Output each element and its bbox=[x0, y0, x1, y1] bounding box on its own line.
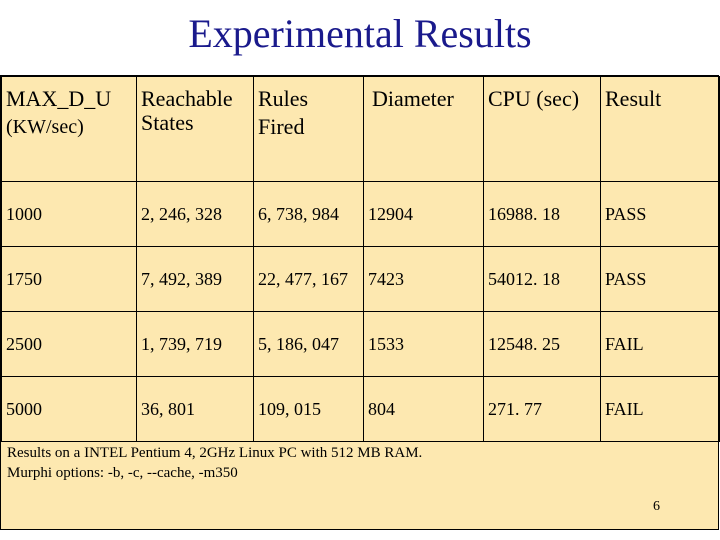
cell-cpu: 16988. 18 bbox=[483, 181, 601, 247]
cell-cpu: 12548. 25 bbox=[483, 311, 601, 377]
cell-rules-fired: 22, 477, 167 bbox=[253, 246, 364, 312]
table-row: 5000 36, 801 109, 015 804 271. 77 FAIL bbox=[1, 376, 720, 442]
footnotes: Results on a INTEL Pentium 4, 2GHz Linux… bbox=[7, 443, 422, 483]
cell-rules-fired: 6, 738, 984 bbox=[253, 181, 364, 247]
cell-max-d-u: 2500 bbox=[1, 311, 137, 377]
cell-reachable-states: 2, 246, 328 bbox=[136, 181, 254, 247]
cell-result: FAIL bbox=[600, 376, 720, 442]
header-cpu: CPU (sec) bbox=[483, 76, 601, 182]
cell-rules-fired: 109, 015 bbox=[253, 376, 364, 442]
cell-diameter: 1533 bbox=[363, 311, 484, 377]
header-diameter: Diameter bbox=[363, 76, 484, 182]
results-panel: MAX_D_U (KW/sec) Reachable States Rules … bbox=[0, 75, 720, 530]
cell-cpu: 54012. 18 bbox=[483, 246, 601, 312]
table-row: 2500 1, 739, 719 5, 186, 047 1533 12548.… bbox=[1, 311, 720, 377]
cell-max-d-u: 1750 bbox=[1, 246, 137, 312]
slide-title: Experimental Results bbox=[188, 11, 532, 56]
cell-rules-fired: 5, 186, 047 bbox=[253, 311, 364, 377]
header-rules-fired: Rules Fired bbox=[253, 76, 364, 182]
cell-diameter: 12904 bbox=[363, 181, 484, 247]
cell-reachable-states: 7, 492, 389 bbox=[136, 246, 254, 312]
cell-diameter: 804 bbox=[363, 376, 484, 442]
table-row: 1000 2, 246, 328 6, 738, 984 12904 16988… bbox=[1, 181, 720, 247]
cell-max-d-u: 1000 bbox=[1, 181, 137, 247]
cell-diameter: 7423 bbox=[363, 246, 484, 312]
results-table: MAX_D_U (KW/sec) Reachable States Rules … bbox=[1, 76, 720, 442]
footnote-hardware: Results on a INTEL Pentium 4, 2GHz Linux… bbox=[7, 445, 423, 461]
cell-reachable-states: 1, 739, 719 bbox=[136, 311, 254, 377]
cell-cpu: 271. 77 bbox=[483, 376, 601, 442]
cell-result: PASS bbox=[600, 181, 720, 247]
cell-result: FAIL bbox=[600, 311, 720, 377]
cell-reachable-states: 36, 801 bbox=[136, 376, 254, 442]
table-row: 1750 7, 492, 389 22, 477, 167 7423 54012… bbox=[1, 246, 720, 312]
header-row: MAX_D_U (KW/sec) Reachable States Rules … bbox=[1, 76, 720, 182]
header-reachable-states: Reachable States bbox=[136, 76, 254, 182]
header-result: Result bbox=[600, 76, 720, 182]
header-max-d-u: MAX_D_U (KW/sec) bbox=[1, 76, 137, 182]
cell-max-d-u: 5000 bbox=[1, 376, 137, 442]
cell-result: PASS bbox=[600, 246, 720, 312]
page-number: 6 bbox=[653, 499, 660, 514]
footnote-options: Murphi options: -b, -c, --cache, -m350 bbox=[7, 465, 238, 481]
